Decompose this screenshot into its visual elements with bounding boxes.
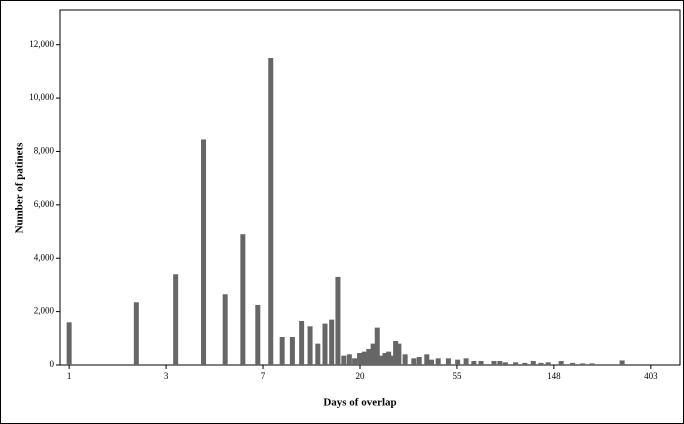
bar — [424, 354, 430, 365]
bar — [389, 355, 395, 365]
bar — [530, 360, 536, 365]
x-tick-label: 403 — [644, 371, 658, 381]
bar — [497, 360, 503, 365]
x-tick-label: 7 — [261, 371, 266, 381]
bar — [268, 58, 274, 366]
bar — [416, 356, 422, 365]
bar — [322, 323, 328, 365]
bar — [570, 362, 576, 365]
bar — [201, 139, 207, 365]
plot-area — [59, 9, 681, 366]
bar — [346, 354, 352, 365]
bar — [491, 360, 497, 365]
y-tick-label: 4,000 — [34, 252, 55, 262]
bar — [255, 304, 261, 365]
bar — [580, 363, 586, 365]
bar — [222, 294, 228, 365]
bar — [558, 360, 564, 365]
x-tick-label: 1 — [67, 371, 72, 381]
bar — [619, 360, 625, 365]
bar — [455, 359, 461, 365]
x-tick-label: 148 — [547, 371, 561, 381]
bar — [315, 343, 321, 365]
y-tick-label: 10,000 — [29, 92, 54, 102]
bar — [435, 358, 441, 365]
bar — [335, 276, 341, 365]
y-tick-label: 12,000 — [29, 39, 54, 49]
x-tick-label: 55 — [452, 371, 462, 381]
bar — [411, 358, 417, 365]
bar — [545, 362, 551, 365]
bar — [538, 362, 544, 365]
bar — [299, 320, 305, 365]
bar — [173, 274, 179, 365]
bar — [513, 362, 519, 365]
bar — [307, 326, 313, 365]
bar — [366, 348, 372, 365]
bar — [289, 336, 295, 365]
bar — [279, 336, 285, 365]
bar — [478, 360, 484, 365]
bar — [133, 302, 139, 365]
y-tick-label: 0 — [50, 359, 55, 369]
bar — [502, 362, 508, 365]
bar — [66, 322, 72, 365]
bar — [471, 360, 477, 365]
bar — [589, 363, 595, 365]
bar — [445, 358, 451, 365]
bar — [240, 234, 246, 365]
bar — [341, 355, 347, 365]
bar — [396, 343, 402, 365]
x-tick-label: 20 — [356, 371, 366, 381]
bar — [361, 351, 367, 365]
bar — [382, 352, 388, 365]
y-tick-label: 8,000 — [34, 146, 55, 156]
bar — [522, 362, 528, 365]
bar — [378, 355, 384, 365]
bar — [402, 354, 408, 365]
y-tick-label: 6,000 — [34, 199, 55, 209]
x-tick-label: 3 — [164, 371, 169, 381]
x-axis-title: Days of overlap — [323, 397, 396, 409]
bar — [429, 359, 435, 365]
bar — [463, 358, 469, 365]
bar — [386, 351, 392, 365]
bar — [329, 319, 335, 365]
bar — [357, 352, 363, 365]
y-axis-title: Number of patinets — [14, 142, 26, 234]
bar — [352, 358, 358, 365]
bar — [370, 343, 376, 365]
y-tick-label: 2,000 — [34, 306, 55, 316]
bar — [393, 340, 399, 365]
bar — [374, 327, 380, 365]
